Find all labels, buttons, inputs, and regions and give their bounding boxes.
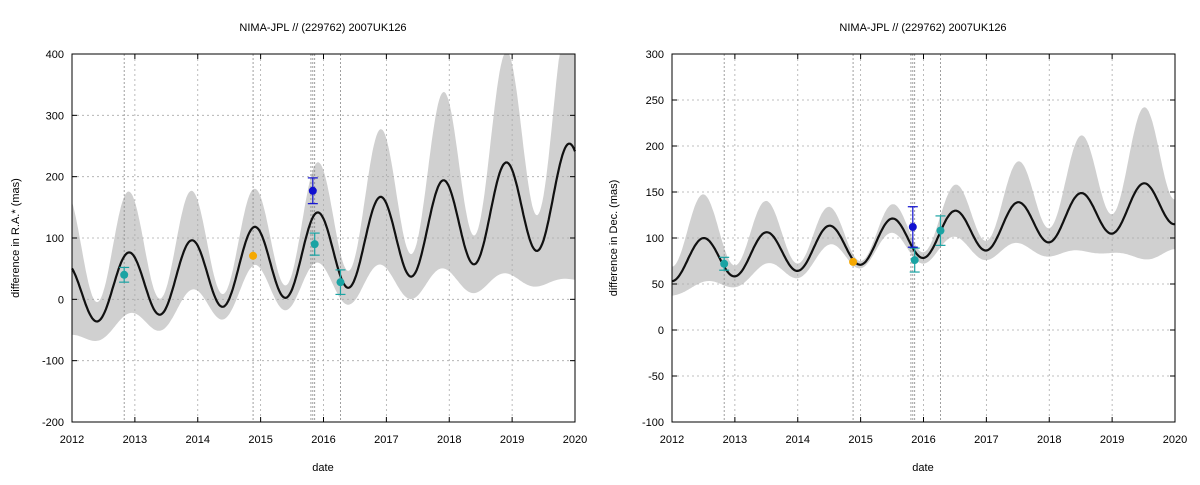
y-tick-label-dec: 250 (646, 95, 664, 107)
y-tick-label-dec: 200 (646, 141, 664, 153)
y-tick-label-ra: 300 (46, 110, 64, 122)
x-tick-label-ra: 2013 (123, 434, 147, 446)
x-tick-label-dec: 2015 (848, 434, 872, 446)
y-tick-label-dec: 300 (646, 49, 664, 61)
data-point-dec (720, 259, 729, 268)
x-tick-label-ra: 2015 (248, 434, 272, 446)
model-line-dec (671, 182, 1175, 283)
x-tick-label-dec: 2014 (786, 434, 810, 446)
data-point-dec (936, 226, 945, 235)
x-tick-label-dec: 2013 (723, 434, 747, 446)
y-axis-label-ra: difference in R.A.* (mas) (10, 178, 22, 298)
y-tick-label-ra: 100 (46, 233, 64, 245)
x-tick-label-dec: 2020 (1163, 434, 1187, 446)
data-point-dec (849, 257, 858, 266)
model-line-ra (71, 142, 577, 323)
chart-title-dec: NIMA-JPL // (229762) 2007UK126 (839, 22, 1006, 34)
data-point-dec (908, 222, 917, 231)
x-axis-label-dec: date (912, 462, 933, 474)
uncertainty-band-dec (672, 107, 1175, 296)
x-axis-label-ra: date (312, 462, 333, 474)
x-tick-label-dec: 2016 (911, 434, 935, 446)
data-point-ra (310, 240, 319, 249)
y-tick-label-dec: -100 (642, 417, 664, 429)
data-point-ra (120, 270, 129, 279)
x-tick-label-ra: 2018 (437, 434, 461, 446)
x-tick-label-dec: 2019 (1100, 434, 1124, 446)
x-tick-label-ra: 2020 (563, 434, 587, 446)
data-point-dec (910, 256, 919, 265)
x-tick-label-ra: 2016 (311, 434, 335, 446)
x-tick-label-ra: 2014 (186, 434, 210, 446)
y-tick-label-ra: -100 (42, 356, 64, 368)
y-tick-label-ra: 200 (46, 172, 64, 184)
uncertainty-band-ra (72, 54, 575, 341)
y-tick-label-dec: 100 (646, 233, 664, 245)
y-axis-label-dec: difference in Dec. (mas) (608, 180, 620, 297)
data-point-ra (308, 186, 317, 195)
x-tick-label-ra: 2019 (500, 434, 524, 446)
y-tick-label-dec: 50 (652, 279, 664, 291)
x-tick-label-ra: 2012 (60, 434, 84, 446)
x-tick-label-dec: 2018 (1037, 434, 1061, 446)
y-tick-label-dec: -50 (648, 371, 664, 383)
chart-title-ra: NIMA-JPL // (229762) 2007UK126 (239, 22, 406, 34)
x-tick-label-dec: 2017 (974, 434, 998, 446)
data-point-ra (336, 278, 345, 287)
y-tick-label-ra: -200 (42, 417, 64, 429)
x-tick-label-dec: 2012 (660, 434, 684, 446)
y-tick-label-dec: 0 (658, 325, 664, 337)
data-point-ra (249, 251, 258, 260)
x-tick-label-ra: 2017 (374, 434, 398, 446)
y-tick-label-ra: 0 (58, 294, 64, 306)
y-tick-label-dec: 150 (646, 187, 664, 199)
y-tick-label-ra: 400 (46, 49, 64, 61)
